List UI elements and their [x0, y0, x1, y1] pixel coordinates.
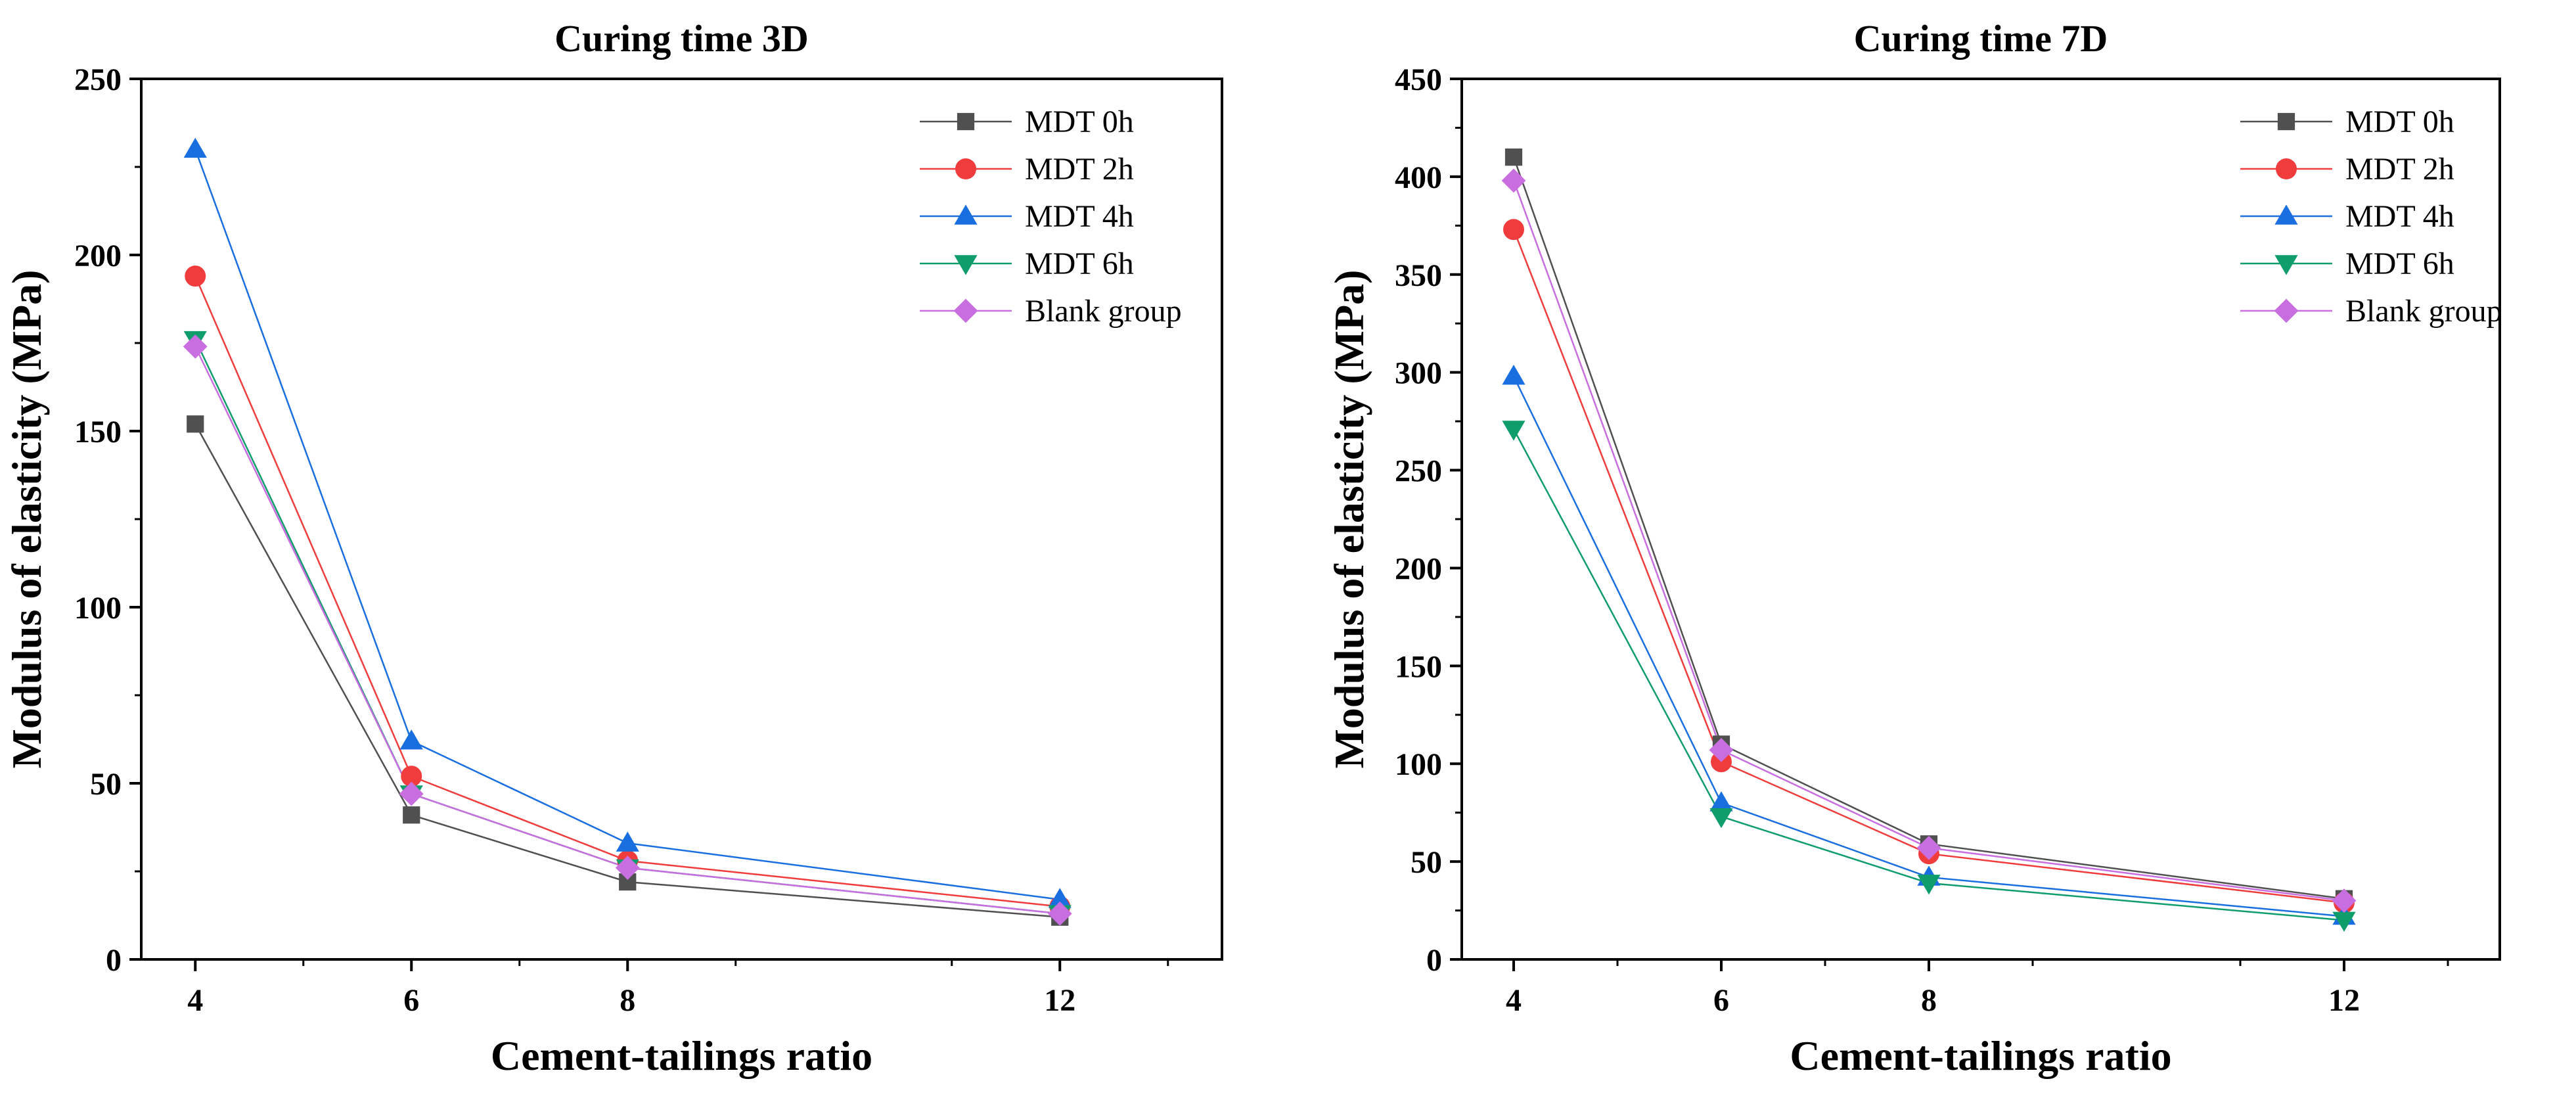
series-line-mdt-6h: [194, 339, 1060, 915]
x-axis-label: Cement-tailings ratio: [491, 1032, 872, 1079]
legend-label: MDT 2h: [2345, 152, 2454, 187]
data-point-mdt-2h: [1503, 219, 1524, 241]
y-tick-label: 400: [1395, 160, 1442, 195]
legend-label: MDT 2h: [1025, 152, 1134, 187]
data-point-mdt-4h: [1502, 365, 1525, 385]
y-tick-label: 200: [74, 239, 122, 273]
series-line-mdt-6h: [1512, 428, 2345, 921]
series-line-mdt-0h: [194, 423, 1060, 918]
series-line-mdt-2h: [1512, 229, 2345, 904]
legend-marker: [2274, 204, 2298, 225]
series-line-mdt-4h: [1512, 376, 2345, 917]
x-tick-label: 12: [1044, 983, 1075, 1018]
y-tick-label: 0: [1426, 943, 1442, 978]
data-point-mdt-0h: [187, 415, 204, 433]
legend-marker: [955, 158, 976, 179]
y-tick-label: 450: [1395, 62, 1442, 97]
y-tick-label: 0: [106, 943, 122, 978]
x-tick-label: 6: [403, 983, 419, 1018]
chart-title: Curing time 3D: [554, 17, 809, 60]
data-point-blank-group: [1501, 168, 1526, 193]
data-point-blank-group: [2332, 888, 2357, 913]
legend-marker: [2274, 298, 2299, 323]
data-point-blank-group: [1709, 737, 1734, 762]
legend-marker: [2277, 112, 2295, 131]
legend-marker: [2276, 158, 2297, 179]
legend-label: Blank group: [2345, 294, 2502, 329]
data-point-mdt-4h: [183, 137, 207, 158]
y-tick-label: 200: [1395, 551, 1442, 586]
series-line-blank-group: [1512, 180, 2345, 902]
legend-marker: [954, 255, 978, 275]
y-tick-label: 150: [74, 415, 122, 449]
series-line-mdt-2h: [194, 275, 1060, 907]
data-point-mdt-6h: [1709, 808, 1733, 829]
data-point-mdt-4h: [616, 831, 639, 852]
x-axis-label: Cement-tailings ratio: [1790, 1032, 2171, 1079]
data-point-mdt-6h: [1917, 875, 1941, 895]
data-point-mdt-2h: [185, 265, 206, 287]
x-tick-label: 8: [1921, 983, 1937, 1018]
y-tick-label: 250: [74, 62, 122, 97]
legend-marker: [957, 112, 975, 131]
data-point-mdt-6h: [1502, 421, 1525, 441]
legend-label: MDT 0h: [2345, 104, 2454, 139]
series-line-blank-group: [194, 346, 1060, 915]
y-tick-label: 100: [74, 591, 122, 626]
y-tick-label: 350: [1395, 258, 1442, 293]
data-point-mdt-6h: [2332, 911, 2356, 932]
y-tick-label: 100: [1395, 747, 1442, 782]
series-line-mdt-4h: [194, 149, 1060, 901]
x-tick-label: 4: [1506, 983, 1522, 1018]
legend-marker: [954, 204, 978, 225]
plot-frame: [1460, 78, 2501, 961]
legend-label: MDT 4h: [1025, 199, 1134, 234]
data-point-blank-group: [399, 781, 424, 806]
legend-label: MDT 6h: [1025, 246, 1134, 281]
data-point-mdt-0h: [403, 806, 420, 824]
y-tick-label: 300: [1395, 356, 1442, 391]
data-point-blank-group: [1047, 901, 1072, 926]
y-tick-label: 50: [1411, 845, 1442, 880]
data-point-mdt-2h: [401, 766, 422, 787]
legend-label: Blank group: [1025, 294, 1182, 329]
x-tick-label: 4: [187, 983, 203, 1018]
x-tick-label: 6: [1713, 983, 1729, 1018]
data-point-blank-group: [1916, 835, 1941, 860]
series-line-mdt-0h: [1512, 156, 2345, 900]
y-tick-label: 50: [90, 767, 122, 802]
data-point-mdt-4h: [1048, 888, 1072, 908]
y-tick-label: 250: [1395, 454, 1442, 489]
x-tick-label: 8: [620, 983, 635, 1018]
chart-title: Curing time 7D: [1854, 17, 2108, 60]
y-tick-label: 150: [1395, 649, 1442, 684]
y-axis-label: Modulus of elasticity (MPa): [1326, 270, 1372, 769]
legend-label: MDT 0h: [1025, 104, 1134, 139]
legend-label: MDT 6h: [2345, 246, 2454, 281]
legend-marker: [953, 298, 978, 323]
legend-marker: [2274, 255, 2298, 275]
data-point-blank-group: [615, 856, 640, 881]
data-point-mdt-4h: [399, 729, 423, 750]
y-axis-label: Modulus of elasticity (MPa): [3, 270, 50, 769]
data-point-mdt-4h: [1709, 791, 1733, 812]
data-point-blank-group: [183, 334, 208, 359]
legend-label: MDT 4h: [2345, 199, 2454, 234]
x-tick-label: 12: [2328, 983, 2360, 1018]
data-point-mdt-0h: [1504, 148, 1523, 166]
